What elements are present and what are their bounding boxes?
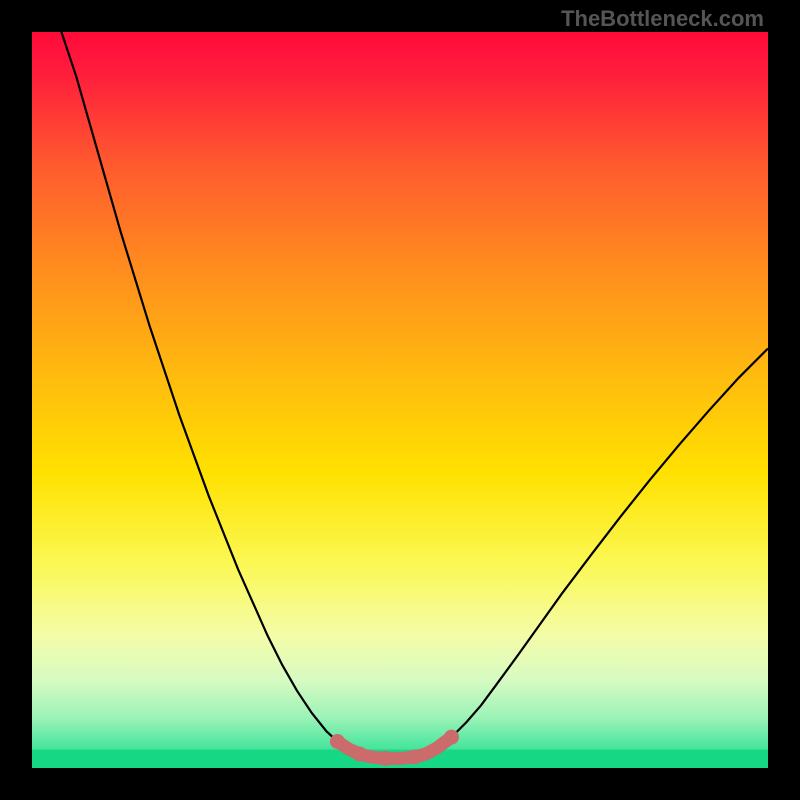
highlight-marker bbox=[330, 734, 345, 749]
highlight-marker bbox=[407, 749, 422, 764]
bottleneck-curve-chart bbox=[32, 32, 768, 768]
highlight-marker bbox=[352, 747, 367, 762]
gradient-background bbox=[32, 32, 768, 768]
watermark-text: TheBottleneck.com bbox=[561, 6, 764, 32]
highlight-marker bbox=[444, 730, 459, 745]
chart-frame: TheBottleneck.com bbox=[0, 0, 800, 800]
highlight-marker bbox=[378, 751, 393, 766]
plot-area bbox=[32, 32, 768, 768]
